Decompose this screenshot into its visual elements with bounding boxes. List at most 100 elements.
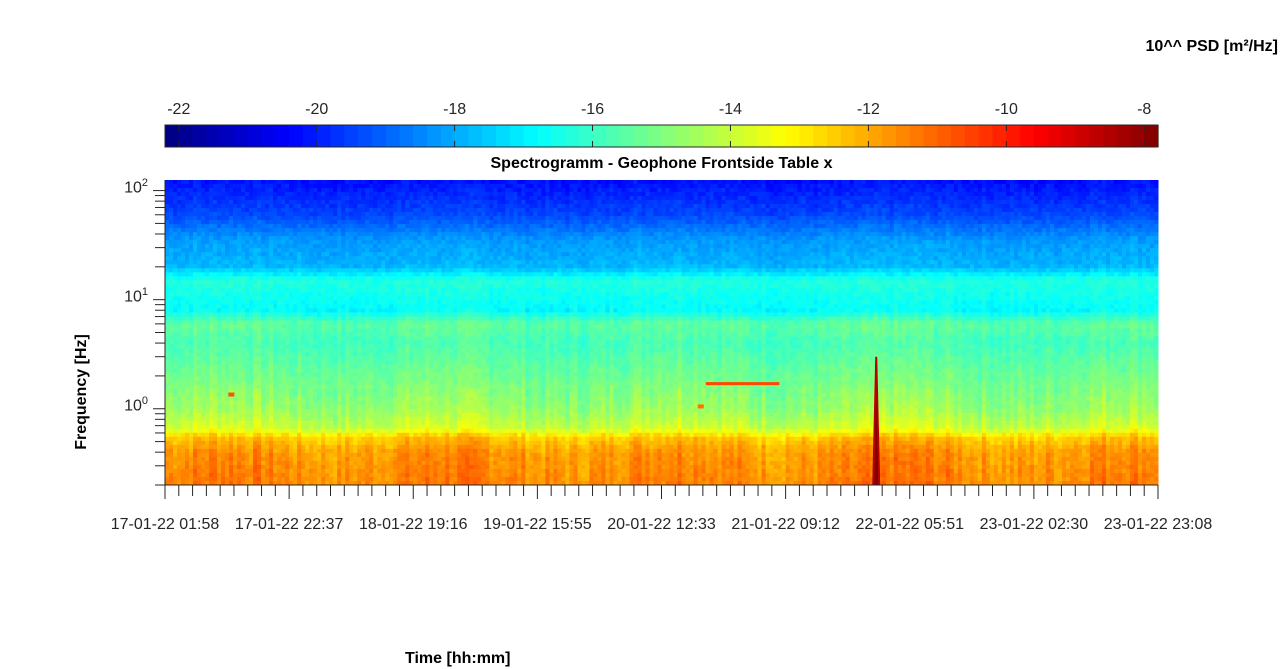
heatmap-cell bbox=[381, 236, 386, 241]
heatmap-cell bbox=[413, 200, 418, 205]
heatmap-cell bbox=[477, 184, 482, 189]
heatmap-cell bbox=[986, 188, 991, 193]
heatmap-cell bbox=[726, 196, 731, 201]
heatmap-cell bbox=[834, 204, 839, 209]
colorbar-segment bbox=[317, 125, 331, 147]
heatmap-cell bbox=[629, 248, 634, 253]
heatmap-cell bbox=[517, 256, 522, 261]
heatmap-cell bbox=[930, 196, 935, 201]
heatmap-cell bbox=[213, 244, 218, 249]
heatmap-cell bbox=[481, 220, 486, 225]
heatmap-cell bbox=[1058, 204, 1063, 209]
heatmap-cell bbox=[385, 248, 390, 253]
heatmap-cell bbox=[962, 240, 967, 245]
heatmap-cell bbox=[505, 248, 510, 253]
heatmap-cell bbox=[189, 232, 194, 237]
heatmap-cell bbox=[293, 188, 298, 193]
heatmap-cell bbox=[1002, 184, 1007, 189]
heatmap-cell bbox=[906, 184, 911, 189]
heatmap-cell bbox=[838, 184, 843, 189]
heatmap-cell bbox=[1034, 244, 1039, 249]
heatmap-cell bbox=[1106, 252, 1111, 257]
heatmap-cell bbox=[706, 188, 711, 193]
heatmap-cell bbox=[918, 192, 923, 197]
heatmap-cell bbox=[245, 200, 250, 205]
heatmap-cell bbox=[1118, 180, 1123, 185]
heatmap-cell bbox=[758, 244, 763, 249]
heatmap-cell bbox=[477, 236, 482, 241]
heatmap-cell bbox=[517, 192, 522, 197]
heatmap-cell bbox=[165, 240, 170, 245]
heatmap-cell bbox=[1062, 180, 1067, 185]
heatmap-cell bbox=[301, 240, 306, 245]
heatmap-cell bbox=[738, 192, 743, 197]
heatmap-cell bbox=[1094, 200, 1099, 205]
heatmap-cell bbox=[541, 180, 546, 185]
heatmap-cell bbox=[425, 232, 430, 237]
heatmap-cell bbox=[461, 196, 466, 201]
heatmap-cell bbox=[806, 240, 811, 245]
heatmap-cell bbox=[722, 224, 727, 229]
heatmap-cell bbox=[830, 180, 835, 185]
heatmap-cell bbox=[173, 184, 178, 189]
heatmap-cell bbox=[738, 236, 743, 241]
heatmap-cell bbox=[982, 248, 987, 253]
heatmap-cell bbox=[585, 184, 590, 189]
heatmap-cell bbox=[814, 188, 819, 193]
heatmap-cell bbox=[782, 224, 787, 229]
heatmap-cell bbox=[441, 228, 446, 233]
heatmap-cell bbox=[694, 204, 699, 209]
heatmap-cell bbox=[653, 204, 658, 209]
heatmap-cell bbox=[722, 244, 727, 249]
heatmap-cell bbox=[201, 208, 206, 213]
heatmap-cell bbox=[854, 200, 859, 205]
heatmap-cell bbox=[986, 232, 991, 237]
heatmap-cell bbox=[313, 228, 318, 233]
heatmap-cell bbox=[509, 248, 514, 253]
heatmap-cell bbox=[221, 228, 226, 233]
heatmap-cell bbox=[994, 188, 999, 193]
heatmap-cell bbox=[269, 216, 274, 221]
heatmap-cell bbox=[726, 232, 731, 237]
heatmap-cell bbox=[553, 228, 558, 233]
heatmap-cell bbox=[846, 236, 851, 241]
heatmap-cell bbox=[814, 252, 819, 257]
heatmap-cell bbox=[557, 184, 562, 189]
heatmap-cell bbox=[842, 188, 847, 193]
heatmap-cell bbox=[229, 196, 234, 201]
heatmap-cell bbox=[802, 256, 807, 261]
heatmap-cell bbox=[1054, 236, 1059, 241]
heatmap-cell bbox=[1038, 212, 1043, 217]
heatmap-cell bbox=[397, 240, 402, 245]
heatmap-cell bbox=[285, 212, 290, 217]
heatmap-cell bbox=[738, 248, 743, 253]
heatmap-cell bbox=[497, 220, 502, 225]
heatmap-cell bbox=[962, 200, 967, 205]
heatmap-cell bbox=[481, 252, 486, 257]
heatmap-cell bbox=[225, 188, 230, 193]
heatmap-cell bbox=[637, 232, 642, 237]
heatmap-cell bbox=[706, 232, 711, 237]
heatmap-cell bbox=[657, 188, 662, 193]
heatmap-cell bbox=[305, 180, 310, 185]
heatmap-cell bbox=[381, 208, 386, 213]
heatmap-cell bbox=[193, 184, 198, 189]
heatmap-cell bbox=[497, 196, 502, 201]
heatmap-cell bbox=[866, 208, 871, 213]
heatmap-cell bbox=[473, 204, 478, 209]
heatmap-cell bbox=[241, 200, 246, 205]
heatmap-cell bbox=[1046, 228, 1051, 233]
heatmap-cell bbox=[734, 208, 739, 213]
heatmap-cell bbox=[1030, 216, 1035, 221]
heatmap-cell bbox=[690, 224, 695, 229]
heatmap-cell bbox=[217, 256, 222, 261]
heatmap-cell bbox=[585, 208, 590, 213]
heatmap-cell bbox=[469, 192, 474, 197]
heatmap-cell bbox=[830, 200, 835, 205]
heatmap-cell bbox=[886, 232, 891, 237]
heatmap-cell bbox=[938, 184, 943, 189]
heatmap-cell bbox=[966, 220, 971, 225]
heatmap-cell bbox=[670, 208, 675, 213]
heatmap-cell bbox=[1006, 220, 1011, 225]
heatmap-cell bbox=[445, 188, 450, 193]
